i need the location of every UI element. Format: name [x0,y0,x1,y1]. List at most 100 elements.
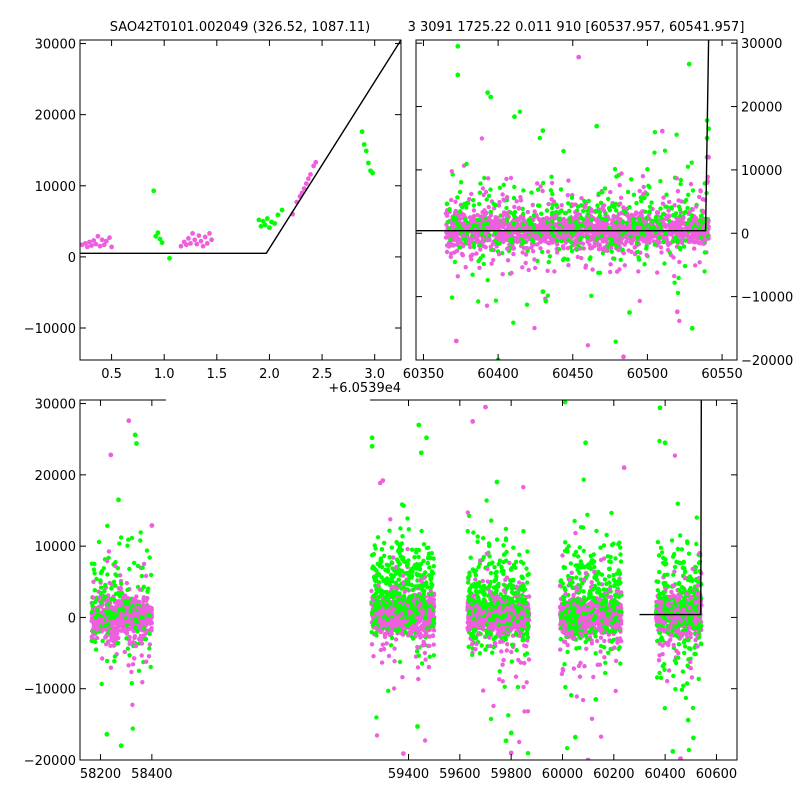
data-point [493,298,499,303]
data-point [634,231,639,236]
data-point [520,250,525,255]
data-point [105,612,110,617]
x-tick-label: 1.5 [206,367,227,382]
data-point [532,325,537,331]
data-point [580,217,586,222]
data-point [535,181,540,186]
data-point [399,586,404,591]
data-point [620,247,625,252]
data-point [630,216,636,222]
data-point [549,205,555,211]
data-point [411,620,416,625]
data-point [535,242,540,247]
data-point [93,647,99,652]
data-point [566,263,571,268]
data-point [689,160,694,165]
data-point [678,221,684,227]
data-point [372,593,377,598]
data-point [111,621,117,626]
data-point [545,249,551,254]
data-point [620,220,625,225]
data-point [418,561,424,566]
data-point [209,237,215,243]
data-point [375,535,381,540]
data-point [405,570,410,576]
data-point [393,591,398,596]
data-point [374,715,379,720]
data-point [400,573,406,578]
data-point [700,208,706,214]
data-point [575,204,581,209]
data-point [107,580,112,586]
data-point [487,237,492,243]
data-point [698,188,703,193]
x-tick-label: 1.0 [154,367,175,382]
data-point [429,569,435,574]
data-point [564,219,569,224]
data-point [446,244,452,249]
data-point [583,220,588,226]
data-point [629,241,634,246]
data-point [504,176,509,182]
data-point [569,248,575,254]
data-point [460,204,465,210]
data-point [106,549,112,554]
data-point [125,646,131,651]
y-tick-label: −10000 [24,322,76,337]
data-point [400,534,405,539]
data-point [675,189,681,194]
data-point [496,252,502,257]
data-point [703,236,708,242]
data-point [387,528,392,533]
data-point [427,607,433,613]
data-point [399,631,404,636]
data-point [511,251,516,257]
data-point [449,295,455,300]
data-point [102,588,107,594]
data-point [612,202,617,207]
data-point [523,252,529,257]
data-point [481,222,486,227]
data-point [379,575,384,580]
data-point [410,587,415,593]
data-point [470,272,475,277]
data-point [431,653,436,658]
data-point [428,588,433,593]
data-point [486,176,491,181]
data-point [545,293,551,298]
data-point [264,216,270,221]
data-point [480,253,486,258]
data-point [502,221,507,226]
data-point [477,190,483,195]
data-point [396,559,401,565]
data-point [511,195,517,201]
data-point [383,610,389,615]
data-point [382,553,387,558]
data-points [80,40,401,261]
data-point [558,230,563,235]
data-point [538,232,543,238]
data-point [632,245,637,250]
data-point [386,653,392,659]
right-panel-title: 3 3091 1725.22 0.011 910 [60537.957, 605… [408,20,745,35]
data-point [685,205,690,211]
data-point [526,235,531,240]
data-point [642,262,647,267]
data-point [511,320,516,325]
data-point [444,201,450,206]
data-point [198,238,204,244]
data-point [135,629,140,634]
data-point [371,654,376,659]
x-tick-label: 60350 [403,367,444,382]
data-point [94,635,100,641]
data-point [567,208,572,213]
data-point [98,600,104,605]
data-point [444,213,450,218]
data-point [393,565,399,570]
data-point [89,638,95,644]
data-point [411,598,416,603]
data-point [104,642,109,647]
data-point [672,223,677,228]
data-points [89,400,704,760]
data-point [505,216,510,222]
